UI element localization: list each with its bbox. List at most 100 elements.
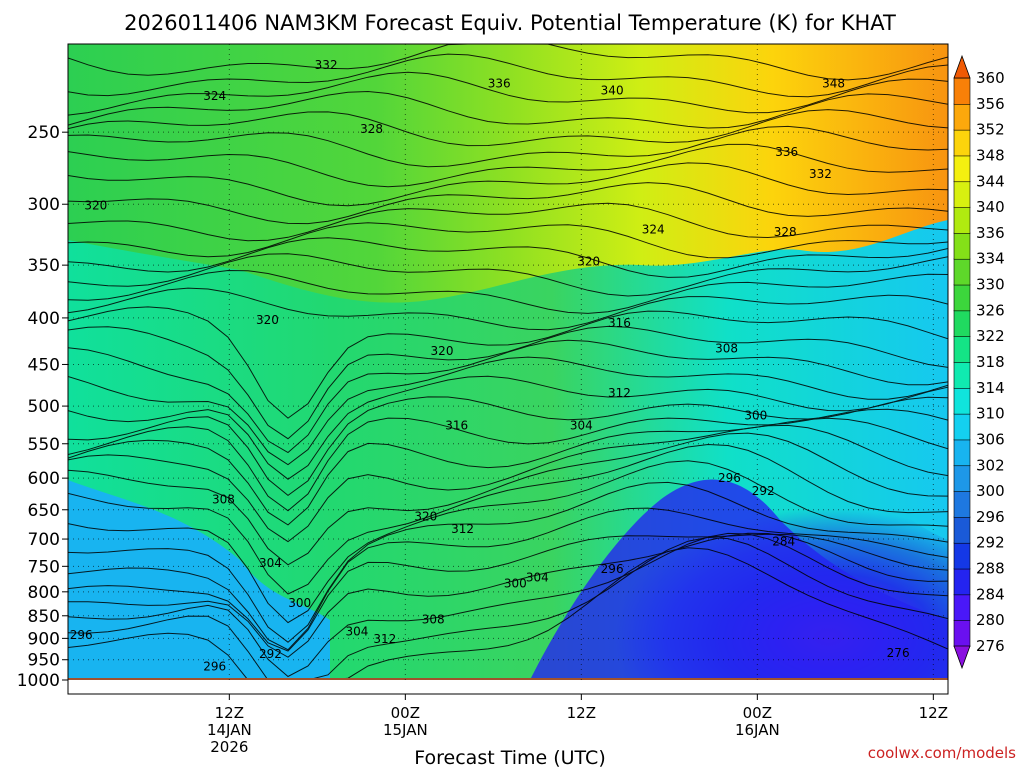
- colorbar-label: 302: [976, 456, 1005, 474]
- contour-line: [68, 143, 948, 188]
- contour-label: 300: [504, 576, 527, 590]
- y-axis: 2503003504004505005506006507007508008509…: [17, 123, 68, 691]
- contour-line: [68, 375, 948, 480]
- contour-label: 308: [715, 341, 738, 355]
- y-tick-label: 850: [28, 607, 60, 627]
- colorbar-label: 322: [976, 327, 1005, 345]
- ground-terrain: [68, 678, 948, 680]
- x-tick-label: 12Z: [567, 704, 596, 722]
- y-tick-label: 900: [28, 629, 60, 649]
- y-tick-label: 250: [28, 123, 60, 143]
- contour-line: [68, 356, 948, 466]
- colorbar-label: 306: [976, 430, 1005, 448]
- contour-label: 308: [422, 612, 445, 626]
- contour-label: 336: [488, 76, 511, 90]
- colorbar-segment: [953, 464, 971, 492]
- contour-line: [68, 532, 948, 658]
- colorbar-label: 280: [976, 611, 1005, 629]
- contour-line: [68, 432, 948, 566]
- contour-label: 284: [772, 534, 795, 548]
- contour-line: [68, 162, 948, 207]
- colorbar-label: 314: [976, 379, 1005, 397]
- colorbar-segment: [953, 232, 971, 260]
- x-tick-label: 15JAN: [383, 721, 428, 739]
- chart-title: 2026011406 NAM3KM Forecast Equiv. Potent…: [124, 11, 896, 35]
- contour-line: [68, 269, 948, 314]
- contour-label: 324: [642, 223, 665, 237]
- colorbar-segment: [953, 594, 971, 621]
- contour-line: [68, 253, 948, 297]
- colorbar-label: 318: [976, 353, 1005, 371]
- contour-line: [68, 417, 948, 526]
- contour-line: [68, 237, 948, 278]
- colorbar-segment: [953, 542, 971, 570]
- colorbar-label: 326: [976, 301, 1005, 319]
- x-axis-label: Forecast Time (UTC): [414, 747, 605, 768]
- contour-label: 304: [526, 571, 549, 585]
- contour-label: 316: [445, 418, 468, 432]
- contour-line: [68, 532, 948, 678]
- colorbar-segment: [953, 568, 971, 596]
- contour-label: 320: [84, 199, 107, 213]
- colorbar-label: 300: [976, 482, 1005, 500]
- y-tick-label: 800: [28, 583, 60, 603]
- colorbar-segment: [953, 413, 971, 441]
- grid-lines: [68, 44, 948, 680]
- colorbar-label: 344: [976, 172, 1005, 190]
- contour-line: [68, 533, 948, 652]
- contour-label: 296: [601, 562, 624, 576]
- contour-line: [68, 44, 948, 81]
- contour-label: 292: [259, 647, 282, 661]
- contour-line: [68, 536, 948, 680]
- colorbar-segment: [953, 516, 971, 544]
- contour-label: 316: [608, 316, 631, 330]
- y-tick-label: 550: [28, 435, 60, 455]
- colorbar-label: 356: [976, 95, 1005, 113]
- contour-label: 336: [775, 145, 798, 159]
- colorbar-segment: [953, 180, 971, 208]
- y-tick-label: 750: [28, 557, 60, 577]
- contour-line: [68, 90, 948, 129]
- colorbar-low-arrow: [953, 645, 971, 670]
- colorbar-segment: [953, 103, 971, 131]
- colorbar-label: 352: [976, 121, 1005, 139]
- colorbar-segment: [953, 387, 971, 415]
- colorbar-label: 348: [976, 146, 1005, 164]
- x-tick-label: 00Z: [743, 704, 772, 722]
- x-tick-label: 00Z: [391, 704, 420, 722]
- contour-label: 312: [608, 386, 631, 400]
- colorbar-segment: [953, 490, 971, 518]
- y-tick-label: 600: [28, 469, 60, 489]
- colorbar-segment: [953, 155, 971, 183]
- y-tick-label: 500: [28, 397, 60, 417]
- x-tick-label: 2026: [210, 738, 248, 756]
- colorbar-label: 310: [976, 405, 1005, 423]
- colorbar-label: 292: [976, 534, 1005, 552]
- colorbar-label: 288: [976, 560, 1005, 578]
- contour-label: 340: [601, 84, 624, 98]
- contour-label: 348: [822, 76, 845, 90]
- colorbar-label: 330: [976, 276, 1005, 294]
- contour-line: [68, 339, 948, 454]
- colorbar-label: 336: [976, 224, 1005, 242]
- contour-line: [68, 287, 948, 331]
- credit-text: coolwx.com/models: [868, 744, 1016, 762]
- contour-line: [68, 109, 948, 147]
- x-tick-label: 12Z: [919, 704, 948, 722]
- contour-line: [68, 182, 948, 225]
- colorbar-segment: [953, 361, 971, 389]
- y-tick-label: 950: [28, 651, 60, 671]
- colorbar-label: 340: [976, 198, 1005, 216]
- colorbar-segment: [953, 77, 971, 105]
- contour-line: [68, 460, 948, 624]
- contour-label: 276: [887, 646, 910, 660]
- y-tick-label: 650: [28, 501, 60, 521]
- y-tick-label: 350: [28, 256, 60, 276]
- colorbar-segment: [953, 258, 971, 286]
- y-tick-label: 1000: [17, 671, 60, 691]
- colorbar-high-arrow: [953, 54, 971, 79]
- field-upper-warm: [68, 44, 948, 303]
- contour-label: 296: [203, 659, 226, 673]
